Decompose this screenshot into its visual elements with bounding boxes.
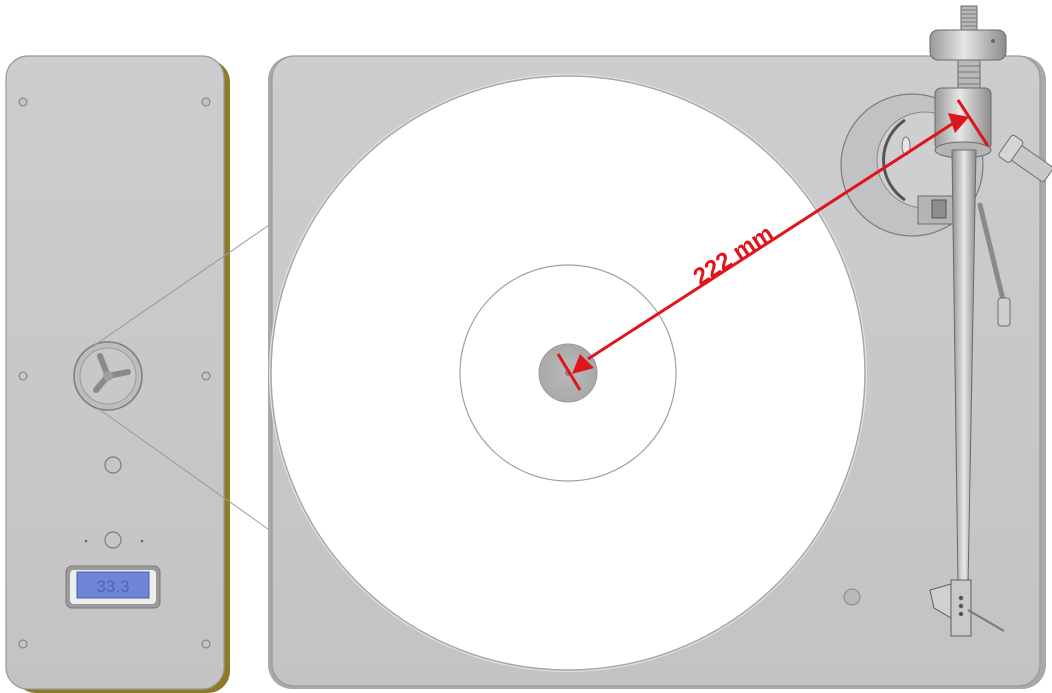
record-label-ring [459,264,677,482]
vta-thread [957,5,981,95]
arrowhead-icon [572,354,594,374]
vta-collar [929,29,1007,61]
speed-display: 33.3 [65,565,161,609]
dimension-tick-spindle [556,353,582,391]
cue-knob [843,588,861,606]
power-button[interactable] [104,456,122,474]
indicator-dot [140,539,144,543]
motor-unit: 33.3 [5,55,230,693]
screw-icon [18,97,211,649]
arrowhead-icon [948,113,969,133]
arc-scale [882,118,906,202]
motor-pulley-icon [73,341,143,411]
speed-button[interactable] [104,531,122,549]
indicator-dot [84,539,88,543]
tonearm [840,5,1052,637]
dimension-tick-pivot [956,99,990,147]
cue-lever [977,202,1009,315]
finger-lift [967,609,1005,632]
speed-display-value: 33.3 [96,577,129,596]
headshell [929,579,1005,637]
antiskate-screw [998,134,1052,182]
dimension-arrow-line [587,122,953,361]
